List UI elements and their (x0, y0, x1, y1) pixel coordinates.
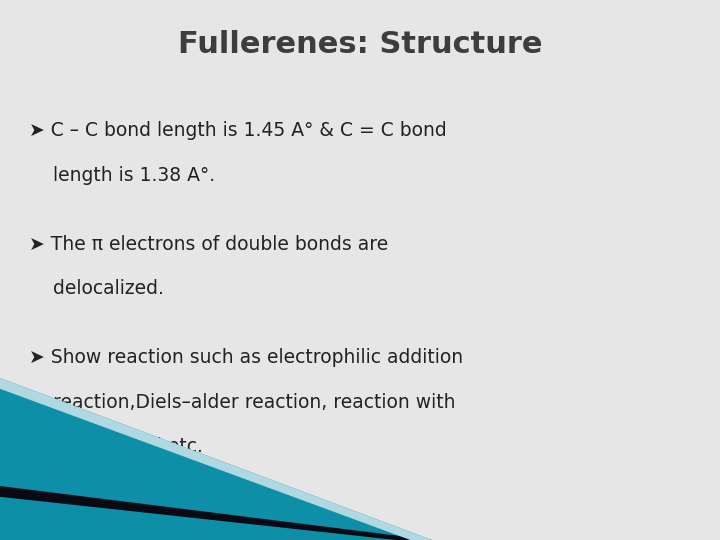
Text: reaction,Diels–alder reaction, reaction with: reaction,Diels–alder reaction, reaction … (29, 393, 455, 411)
Text: alkali metal etc.: alkali metal etc. (29, 437, 202, 456)
Text: length is 1.38 A°.: length is 1.38 A°. (29, 166, 215, 185)
Polygon shape (0, 378, 432, 540)
Text: delocalized.: delocalized. (29, 279, 163, 298)
Text: ➤ Show reaction such as electrophilic addition: ➤ Show reaction such as electrophilic ad… (29, 348, 463, 367)
Polygon shape (0, 378, 432, 540)
Polygon shape (0, 486, 432, 540)
Text: ➤ C – C bond length is 1.45 A° & C = C bond: ➤ C – C bond length is 1.45 A° & C = C b… (29, 122, 446, 140)
Text: ➤ The π electrons of double bonds are: ➤ The π electrons of double bonds are (29, 235, 388, 254)
Text: Fullerenes: Structure: Fullerenes: Structure (178, 30, 542, 59)
